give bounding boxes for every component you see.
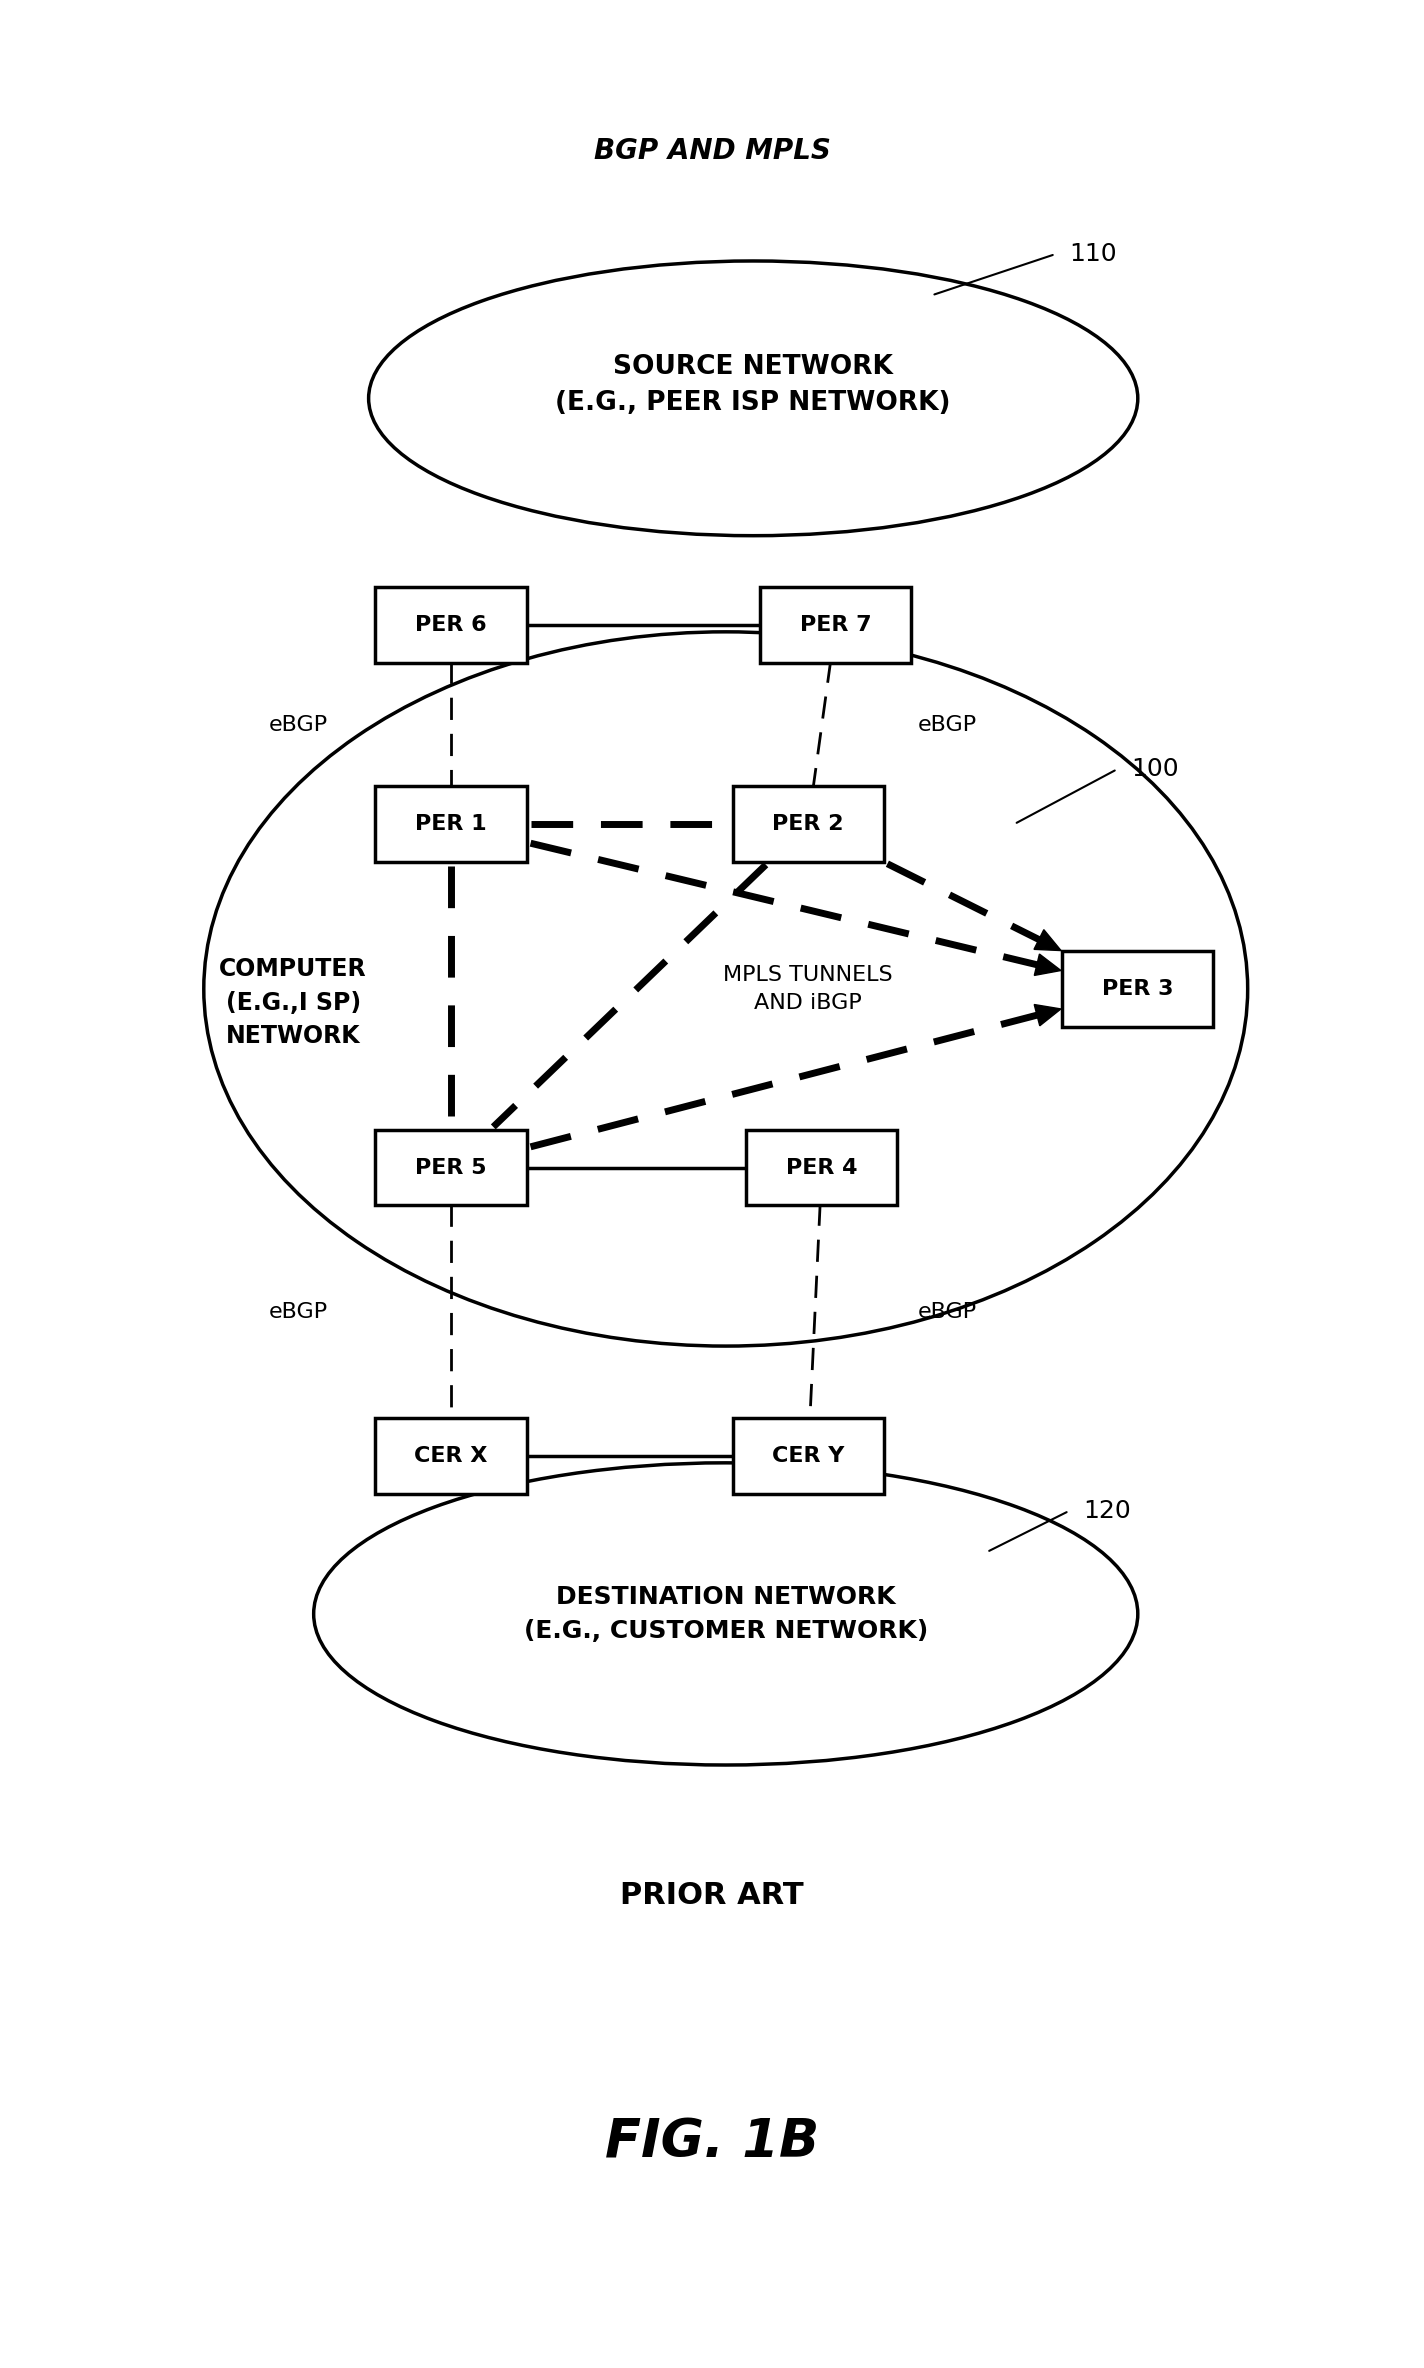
FancyBboxPatch shape [376, 786, 527, 862]
Text: PER 6: PER 6 [416, 616, 487, 635]
FancyBboxPatch shape [376, 1418, 527, 1494]
Text: 110: 110 [1069, 242, 1116, 265]
FancyBboxPatch shape [732, 786, 884, 862]
Text: eBGP: eBGP [268, 1302, 328, 1321]
Text: CER X: CER X [414, 1447, 487, 1466]
Text: 120: 120 [1082, 1499, 1131, 1523]
Polygon shape [1034, 931, 1061, 950]
Text: eBGP: eBGP [918, 1302, 977, 1321]
Text: eBGP: eBGP [918, 715, 977, 734]
FancyBboxPatch shape [1062, 952, 1213, 1028]
Text: MPLS TUNNELS
AND iBGP: MPLS TUNNELS AND iBGP [723, 964, 893, 1014]
Text: PER 3: PER 3 [1102, 978, 1173, 999]
FancyBboxPatch shape [732, 1418, 884, 1494]
Text: BGP AND MPLS: BGP AND MPLS [594, 137, 830, 166]
Text: COMPUTER
(E.G.,I SP)
NETWORK: COMPUTER (E.G.,I SP) NETWORK [219, 957, 367, 1049]
Text: PER 4: PER 4 [786, 1158, 857, 1177]
Text: DESTINATION NETWORK
(E.G., CUSTOMER NETWORK): DESTINATION NETWORK (E.G., CUSTOMER NETW… [524, 1584, 928, 1643]
Text: FIG. 1B: FIG. 1B [605, 2117, 819, 2169]
Text: PER 1: PER 1 [416, 815, 487, 834]
FancyBboxPatch shape [376, 1130, 527, 1205]
Text: PRIOR ART: PRIOR ART [621, 1880, 803, 1911]
FancyBboxPatch shape [746, 1130, 897, 1205]
Polygon shape [1034, 954, 1061, 976]
Text: SOURCE NETWORK
(E.G., PEER ISP NETWORK): SOURCE NETWORK (E.G., PEER ISP NETWORK) [555, 353, 951, 417]
Text: PER 7: PER 7 [800, 616, 871, 635]
FancyBboxPatch shape [376, 587, 527, 663]
Ellipse shape [369, 260, 1138, 535]
Text: PER 5: PER 5 [416, 1158, 487, 1177]
FancyBboxPatch shape [760, 587, 911, 663]
Ellipse shape [204, 632, 1247, 1345]
Polygon shape [1034, 1004, 1061, 1025]
Text: 100: 100 [1131, 758, 1179, 781]
Ellipse shape [313, 1463, 1138, 1764]
Text: eBGP: eBGP [268, 715, 328, 734]
Text: PER 2: PER 2 [772, 815, 844, 834]
Text: CER Y: CER Y [772, 1447, 844, 1466]
